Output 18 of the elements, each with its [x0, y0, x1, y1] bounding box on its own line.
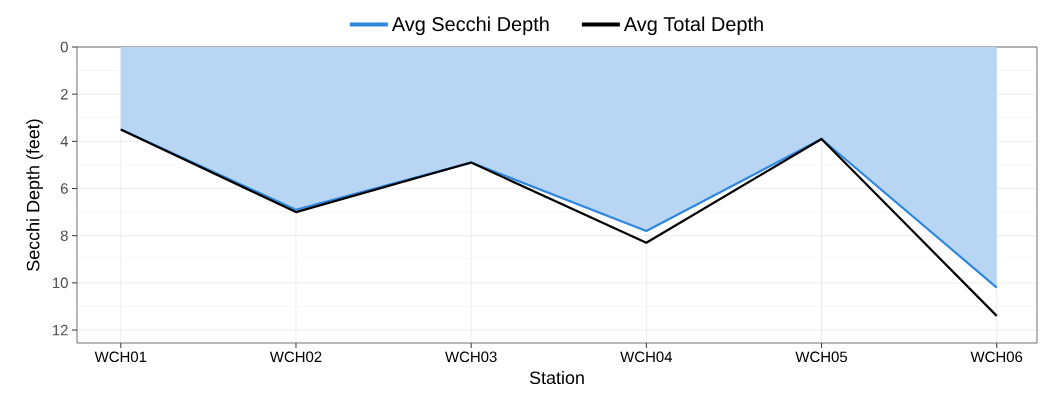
x-tick-label: WCH02 — [269, 351, 322, 363]
x-tick-label: WCH05 — [795, 351, 848, 363]
y-tick-label: 12 — [53, 324, 68, 336]
x-tick-label: WCH04 — [620, 351, 673, 363]
y-tick-label: 4 — [60, 136, 69, 147]
y-tick-label: 10 — [53, 277, 68, 289]
x-tick-label: WCH06 — [970, 351, 1023, 363]
x-axis-title: Station — [529, 370, 584, 385]
y-tick-label: 6 — [60, 183, 68, 194]
y-tick-label: 0 — [60, 41, 68, 53]
y-tick-label: 2 — [60, 88, 68, 100]
x-tick-label: WCH03 — [445, 351, 497, 363]
y-tick-label: 8 — [60, 230, 68, 241]
legend-label: Avg Total Depth — [623, 16, 763, 36]
legend-label: Avg Secchi Depth — [391, 16, 549, 36]
x-tick-label: WCH01 — [94, 351, 147, 363]
y-axis-title: Secchi Depth (feet) — [26, 119, 44, 271]
line-series — [119, 128, 998, 317]
